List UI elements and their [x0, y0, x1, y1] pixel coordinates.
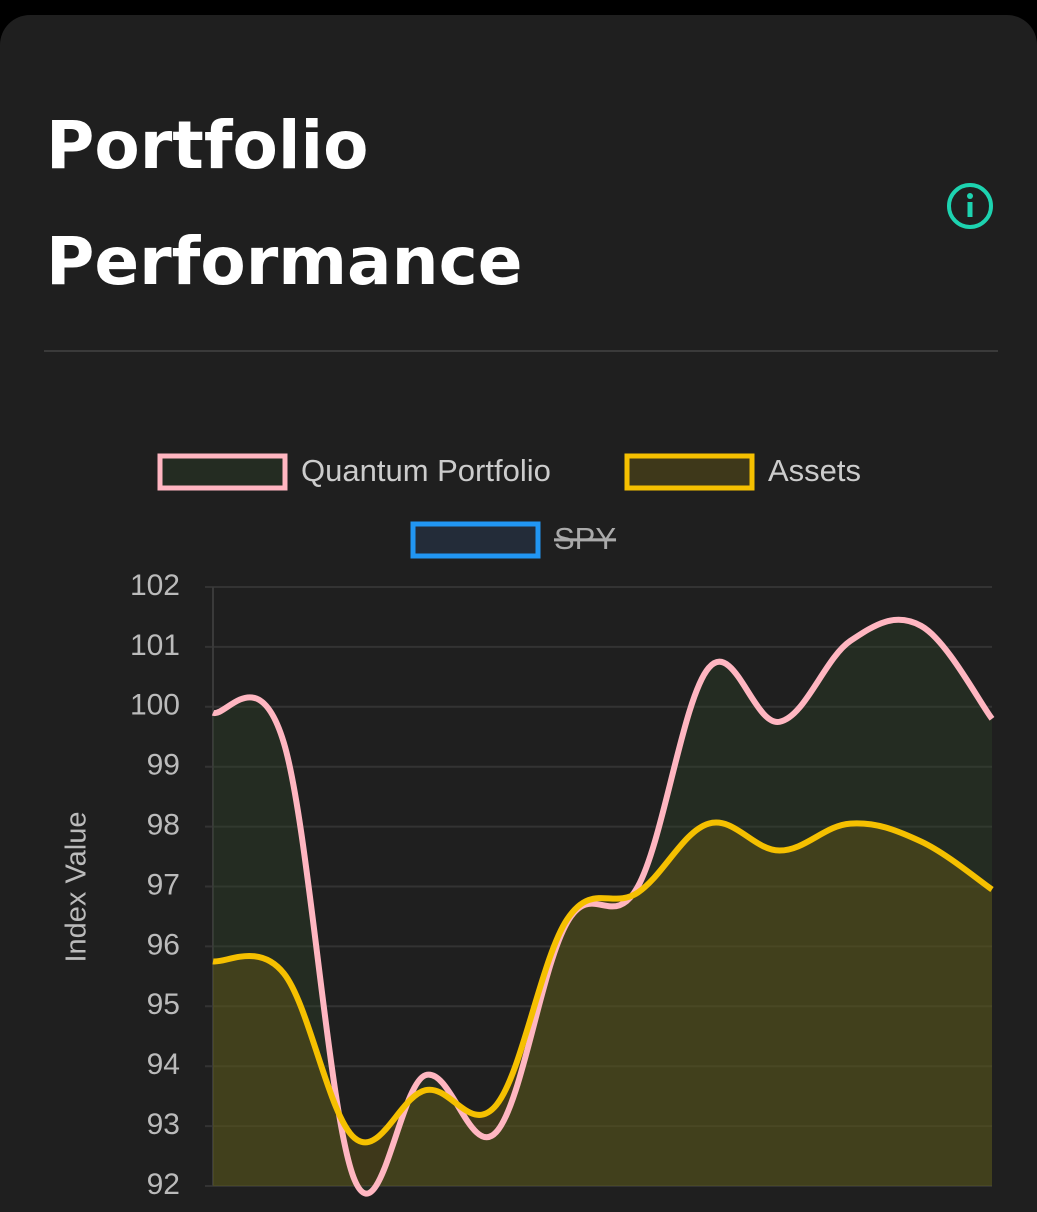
legend-swatch: [624, 453, 755, 491]
y-tick-label: 92: [147, 1168, 180, 1201]
info-bar[interactable]: [967, 202, 973, 217]
y-tick-label: 101: [130, 629, 180, 662]
series-area: [213, 822, 992, 1186]
y-tick-label: 98: [147, 809, 180, 842]
y-tick-label: 97: [147, 868, 180, 901]
legend-swatch: [410, 521, 541, 559]
y-tick-label: 95: [147, 988, 180, 1021]
y-tick-label: 93: [147, 1108, 180, 1141]
y-tick-label: 102: [130, 569, 180, 602]
divider: [44, 350, 998, 352]
card: [0, 15, 1037, 1212]
y-tick-label: 96: [147, 928, 180, 961]
y-tick-label: 100: [130, 689, 180, 722]
info-icon[interactable]: [947, 183, 993, 229]
legend-label: Assets: [768, 453, 861, 488]
y-tick-label: 94: [147, 1048, 180, 1081]
legend-swatch: [157, 453, 288, 491]
legend-label: SPY: [554, 521, 616, 556]
legend-label: Quantum Portfolio: [301, 453, 551, 488]
card-title: Portfolio Performance: [46, 107, 523, 300]
series-line: [212, 819, 994, 1146]
y-tick-label: 99: [147, 749, 180, 782]
y-axis-label: Index Value: [61, 811, 93, 962]
info-dot[interactable]: [967, 193, 973, 199]
info-circle[interactable]: [947, 183, 993, 229]
